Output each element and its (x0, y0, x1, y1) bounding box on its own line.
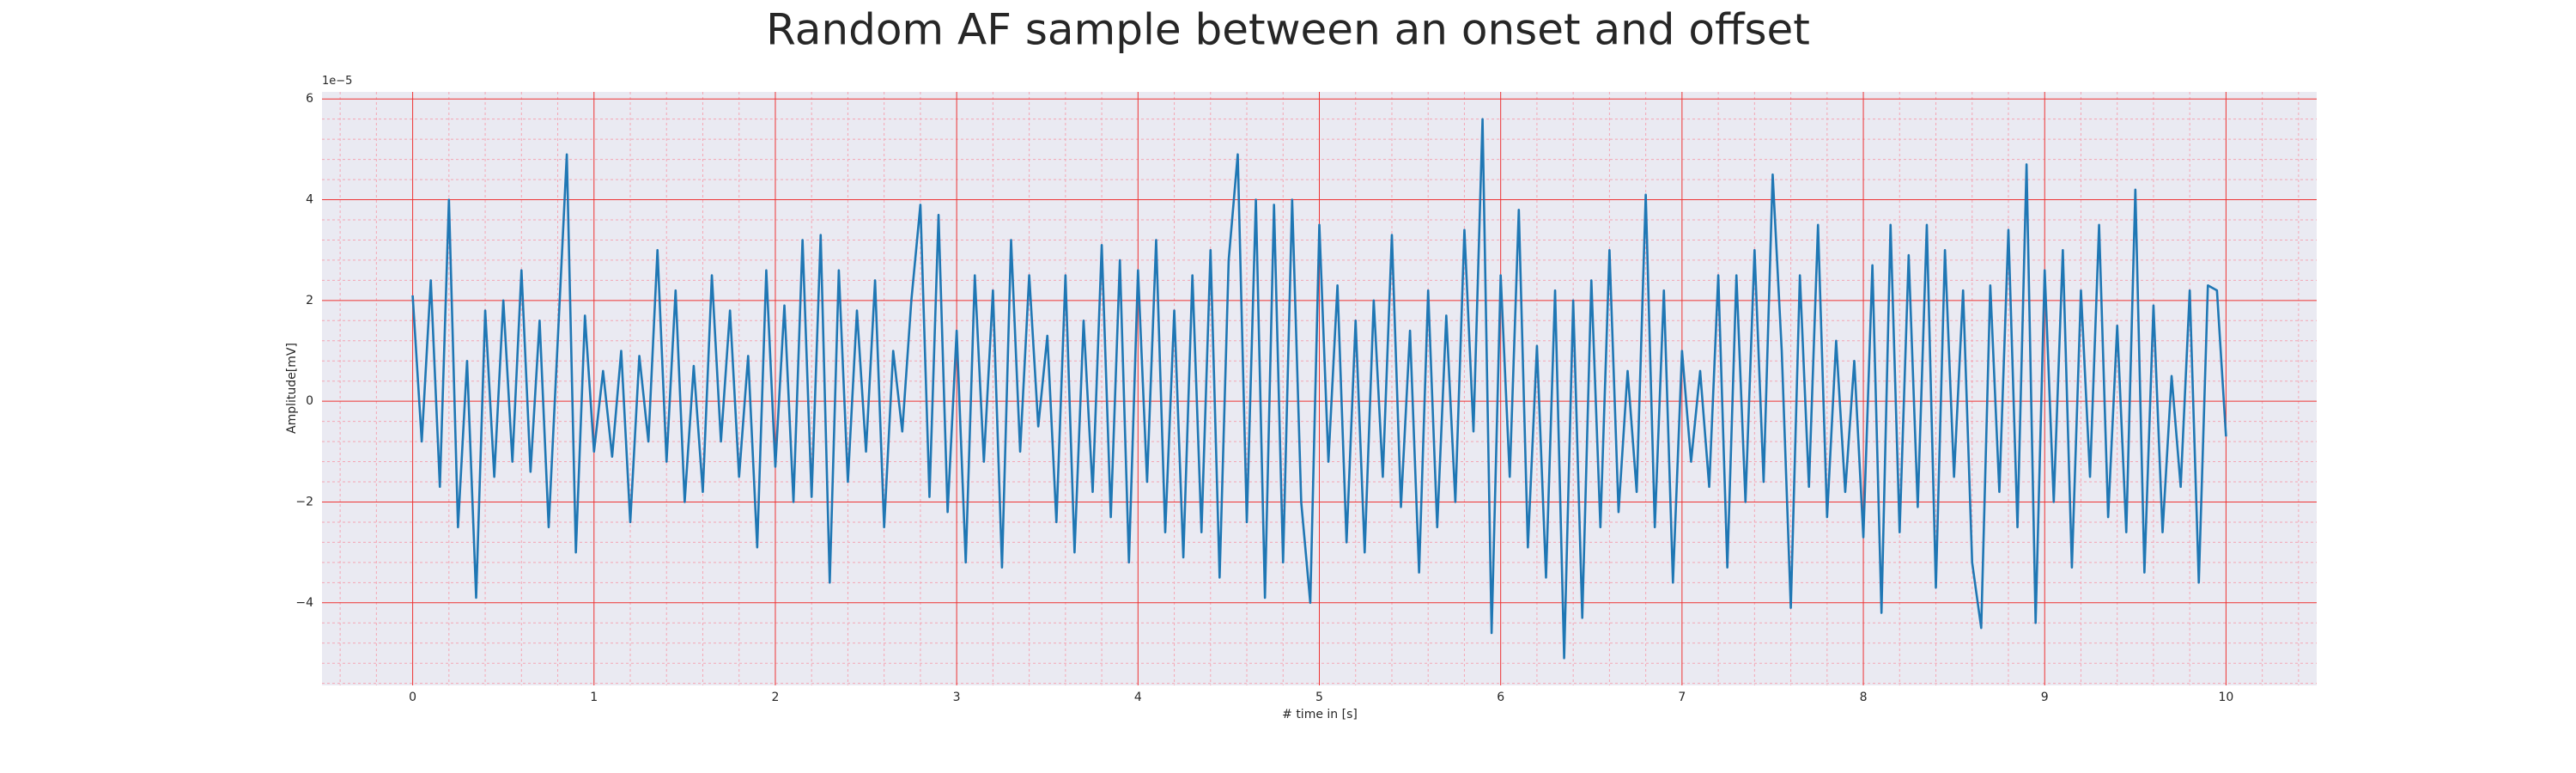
y-tick-label: 4 (306, 193, 313, 207)
y-tick-label: 0 (306, 394, 313, 408)
x-tick-label: 5 (1315, 691, 1323, 704)
x-tick-label: 1 (590, 691, 598, 704)
x-tick-label: 4 (1134, 691, 1142, 704)
y-axis-label: Amplitude[mV] (285, 343, 299, 434)
offset-text: 1e−5 (322, 75, 352, 88)
y-tick-label: −4 (295, 596, 313, 610)
y-tick-label: 2 (306, 294, 313, 307)
x-tick-label: 7 (1678, 691, 1686, 704)
y-tick-label: −2 (295, 495, 313, 508)
x-tick-label: 2 (771, 691, 779, 704)
x-tick-label: 3 (953, 691, 961, 704)
signal-line (411, 118, 2227, 660)
x-axis-label: # time in [s] (1282, 708, 1358, 721)
x-tick-label: 6 (1497, 691, 1504, 704)
y-tick-label: 6 (306, 92, 313, 106)
x-tick-label: 0 (409, 691, 416, 704)
x-tick-label: 8 (1860, 691, 1868, 704)
x-tick-label: 10 (2218, 691, 2233, 704)
x-tick-label: 9 (2041, 691, 2049, 704)
chart-title: Random AF sample between an onset and of… (766, 5, 1810, 55)
